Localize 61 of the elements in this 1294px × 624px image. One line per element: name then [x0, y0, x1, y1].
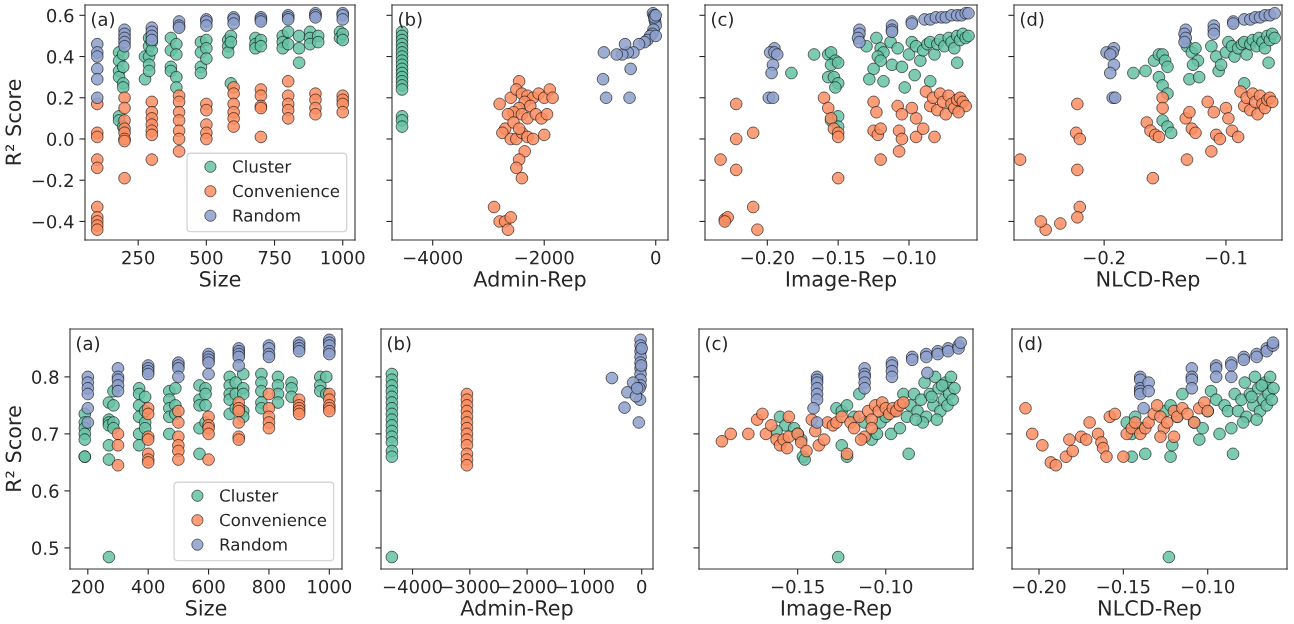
x-tick-label: −1000 — [555, 579, 614, 594]
x-tick-label: 800 — [252, 579, 285, 594]
x-tick-label: 0 — [637, 579, 647, 594]
annotation: (d) — [1020, 12, 1044, 29]
y-tick-label: −0.4 — [32, 214, 74, 229]
legend-label: Convenience — [219, 513, 327, 527]
x-axis-title: Size — [185, 599, 227, 616]
legend-label: Cluster — [219, 488, 279, 502]
annotation: (c) — [711, 12, 733, 29]
x-tick-label: 500 — [190, 250, 223, 265]
x-tick-label: −0.15 — [812, 250, 865, 265]
x-tick-label: −0.10 — [1181, 579, 1235, 594]
annotation: (d) — [1019, 336, 1042, 353]
y-tick-label: 0.2 — [47, 91, 73, 105]
x-axis-title: Admin-Rep — [460, 599, 573, 620]
legend-label: Convenience — [232, 184, 340, 198]
legend-label: Random — [233, 208, 300, 222]
y-tick-label: 0.7 — [32, 427, 59, 442]
x-tick-label: 400 — [131, 579, 165, 594]
x-tick-label: −0.15 — [1097, 579, 1150, 594]
y-tick-label: −0.2 — [32, 173, 73, 188]
x-tick-label: −0.20 — [741, 250, 794, 265]
y-tick-label: 0.6 — [47, 8, 74, 23]
x-tick-label: −0.20 — [1013, 579, 1066, 594]
x-tick-label: 0 — [651, 250, 661, 265]
x-tick-label: −0.10 — [883, 250, 936, 265]
x-tick-label: −2000 — [515, 250, 574, 265]
annotation: (a) — [91, 12, 114, 29]
x-tick-label: −4000 — [404, 250, 463, 265]
x-axis-title: NLCD-Rep — [1097, 271, 1200, 291]
x-axis-title: Image-Rep — [786, 271, 897, 291]
x-tick-label: −0.10 — [860, 579, 913, 594]
legend-label: Random — [220, 537, 287, 551]
x-tick-label: 1000 — [321, 250, 365, 265]
y-tick-label: 0.4 — [47, 49, 74, 64]
y-axis-title: R² Score — [5, 79, 22, 165]
y-tick-label: 0.6 — [32, 484, 59, 499]
x-tick-label: −0.1 — [1205, 250, 1247, 265]
x-tick-label: 750 — [258, 250, 291, 265]
x-tick-label: 1000 — [308, 579, 352, 594]
x-tick-label: 600 — [192, 579, 225, 594]
x-axis-title: NLCD-Rep — [1099, 600, 1201, 620]
x-tick-label: −3000 — [441, 579, 500, 594]
legend-label: Cluster — [232, 159, 292, 173]
x-axis-title: Admin-Rep — [473, 270, 586, 291]
annotation: (a) — [76, 336, 100, 353]
x-tick-label: −4000 — [383, 579, 442, 594]
y-tick-label: 0.8 — [32, 370, 59, 384]
x-tick-label: −2000 — [498, 579, 557, 594]
annotation: (c) — [706, 336, 727, 353]
y-tick-label: 0.5 — [32, 541, 59, 556]
x-axis-title: Image-Rep — [781, 600, 892, 620]
annotation: (b) — [387, 336, 411, 353]
x-tick-label: 250 — [122, 250, 155, 265]
x-tick-label: 200 — [71, 579, 104, 594]
y-axis-title: R² Score — [5, 406, 22, 491]
x-tick-label: −0.2 — [1084, 250, 1125, 265]
y-tick-label: 0.0 — [47, 132, 74, 147]
x-tick-label: −0.15 — [771, 579, 824, 594]
annotation: (b) — [399, 12, 422, 29]
x-axis-title: Size — [199, 270, 241, 287]
